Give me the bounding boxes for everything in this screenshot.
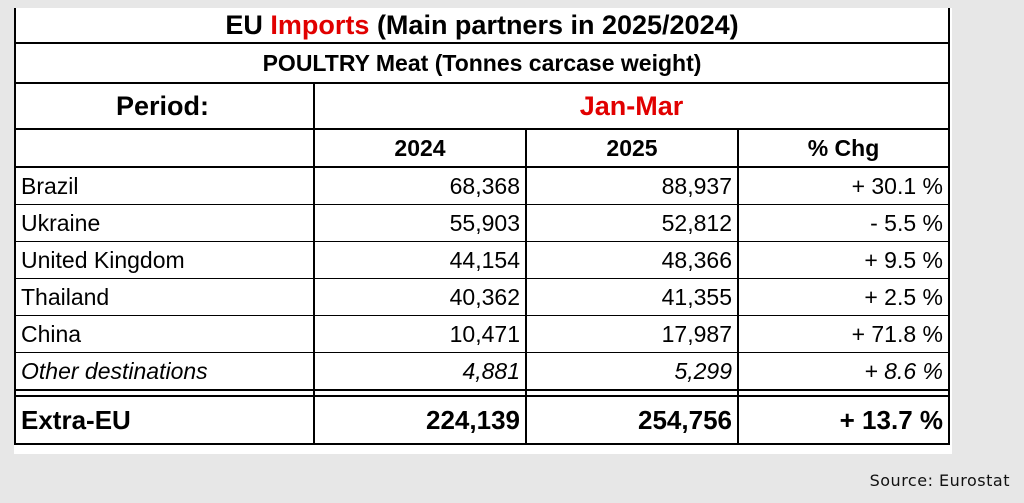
table-row: Ukraine 55,903 52,812 - 5.5 % <box>14 204 950 242</box>
total-pct-change-cell: + 13.7 % <box>737 395 950 445</box>
total-2024-cell: 224,139 <box>313 395 527 445</box>
pct-change-cell: + 30.1 % <box>737 167 950 205</box>
value-2025-cell: 5,299 <box>525 352 739 391</box>
period-row: Period: Jan-Mar <box>14 82 950 130</box>
table-row: China 10,471 17,987 + 71.8 % <box>14 315 950 353</box>
title-prefix: EU <box>225 9 271 40</box>
value-2025-cell: 52,812 <box>525 204 739 242</box>
table-row: United Kingdom 44,154 48,366 + 9.5 % <box>14 241 950 279</box>
pct-change-cell: + 8.6 % <box>737 352 950 391</box>
header-2025: 2025 <box>525 128 739 168</box>
value-2025-cell: 41,355 <box>525 278 739 316</box>
spacer-cell <box>737 390 950 396</box>
spacer-cell <box>313 390 527 396</box>
table-title: EU Imports (Main partners in 2025/2024) <box>14 8 950 44</box>
imports-table-panel: EU Imports (Main partners in 2025/2024) … <box>14 8 952 454</box>
country-cell: Brazil <box>14 167 315 205</box>
imports-table: EU Imports (Main partners in 2025/2024) … <box>14 8 950 445</box>
header-blank <box>14 128 315 168</box>
header-pct-change: % Chg <box>737 128 950 168</box>
pct-change-cell: + 71.8 % <box>737 315 950 353</box>
value-2024-cell: 44,154 <box>313 241 527 279</box>
pct-change-cell: - 5.5 % <box>737 204 950 242</box>
country-cell: United Kingdom <box>14 241 315 279</box>
country-cell: Other destinations <box>14 352 315 391</box>
table-row: Thailand 40,362 41,355 + 2.5 % <box>14 278 950 316</box>
value-2024-cell: 10,471 <box>313 315 527 353</box>
value-2025-cell: 48,366 <box>525 241 739 279</box>
column-header-row: 2024 2025 % Chg <box>14 128 950 168</box>
table-subtitle: POULTRY Meat (Tonnes carcase weight) <box>14 42 950 84</box>
title-suffix: (Main partners in 2025/2024) <box>369 9 739 40</box>
country-cell: Ukraine <box>14 204 315 242</box>
title-row: EU Imports (Main partners in 2025/2024) <box>14 8 950 44</box>
value-2025-cell: 88,937 <box>525 167 739 205</box>
title-highlight: Imports <box>270 9 370 40</box>
value-2025-cell: 17,987 <box>525 315 739 353</box>
period-label: Period: <box>14 82 315 130</box>
value-2024-cell: 68,368 <box>313 167 527 205</box>
country-cell: Thailand <box>14 278 315 316</box>
country-cell: China <box>14 315 315 353</box>
table-row: Other destinations 4,881 5,299 + 8.6 % <box>14 352 950 391</box>
total-row: Extra-EU 224,139 254,756 + 13.7 % <box>14 395 950 445</box>
total-2025-cell: 254,756 <box>525 395 739 445</box>
spacer-row <box>14 390 950 396</box>
pct-change-cell: + 9.5 % <box>737 241 950 279</box>
value-2024-cell: 4,881 <box>313 352 527 391</box>
subtitle-row: POULTRY Meat (Tonnes carcase weight) <box>14 42 950 84</box>
spacer-cell <box>525 390 739 396</box>
value-2024-cell: 55,903 <box>313 204 527 242</box>
source-note: Source: Eurostat <box>869 471 1010 490</box>
total-label-cell: Extra-EU <box>14 395 315 445</box>
period-value: Jan-Mar <box>313 82 950 130</box>
header-2024: 2024 <box>313 128 527 168</box>
pct-change-cell: + 2.5 % <box>737 278 950 316</box>
spacer-cell <box>14 390 315 396</box>
value-2024-cell: 40,362 <box>313 278 527 316</box>
table-row: Brazil 68,368 88,937 + 30.1 % <box>14 167 950 205</box>
